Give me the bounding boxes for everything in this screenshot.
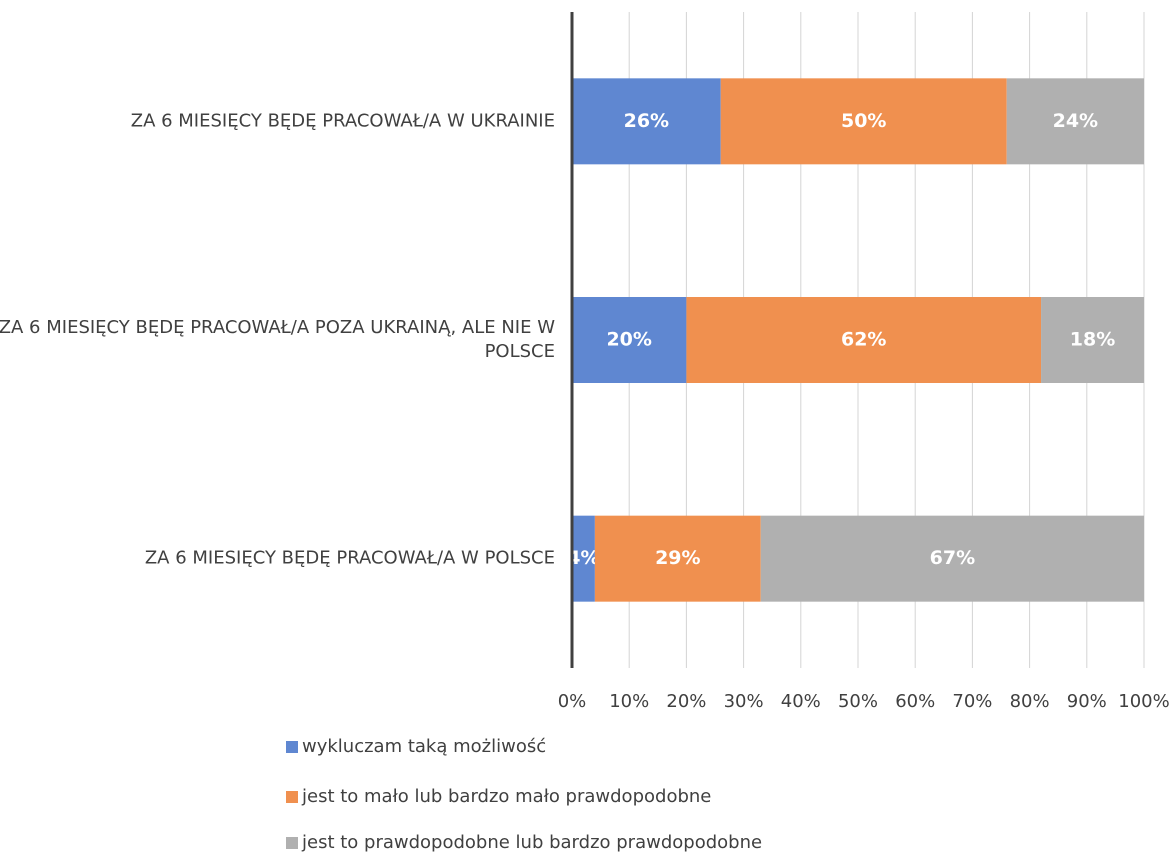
y-tick-label: ZA 6 MIESIĘCY BĘDĘ PRACOWAŁ/A W POLSCE <box>145 548 555 569</box>
data-label: 4% <box>567 547 599 569</box>
bar-segment <box>572 297 687 383</box>
x-tick-label: 70% <box>952 691 992 712</box>
bar-segment <box>760 515 1144 602</box>
bar-segment <box>572 78 721 165</box>
data-label: 24% <box>1053 110 1098 132</box>
data-label: 29% <box>655 547 700 569</box>
data-label: 26% <box>624 110 669 132</box>
data-label: 20% <box>606 329 651 351</box>
legend-swatch <box>286 837 298 849</box>
y-tick-label: ZA 6 MIESIĘCY BĘDĘ PRACOWAŁ/A W UKRAINIE <box>131 110 555 131</box>
legend-swatch <box>286 791 298 803</box>
x-tick-label: 50% <box>838 691 878 712</box>
x-tick-label: 90% <box>1067 691 1107 712</box>
bar-segment <box>686 297 1042 383</box>
y-tick-label: ZA 6 MIESIĘCY BĘDĘ PRACOWAŁ/A POZA UKRAI… <box>0 317 555 362</box>
x-tick-label: 0% <box>558 691 587 712</box>
data-label: 50% <box>841 110 886 132</box>
legend-label: jest to prawdopodobne lub bardzo prawdop… <box>301 832 762 853</box>
x-tick-label: 40% <box>781 691 821 712</box>
bar-segment <box>594 515 761 602</box>
bar-segment <box>1041 297 1144 383</box>
data-label: 62% <box>841 329 886 351</box>
x-tick-label: 30% <box>724 691 764 712</box>
legend-label: jest to mało lub bardzo mało prawdopodob… <box>301 786 711 807</box>
x-tick-label: 100% <box>1118 691 1169 712</box>
bar-segment <box>1006 78 1144 165</box>
data-label: 67% <box>930 547 975 569</box>
x-tick-label: 20% <box>666 691 706 712</box>
bar-segment <box>720 78 1007 165</box>
x-tick-label: 10% <box>609 691 649 712</box>
bar-segment <box>572 515 595 602</box>
legend-label: wykluczam taką możliwość <box>302 736 546 757</box>
x-tick-label: 60% <box>895 691 935 712</box>
data-label: 18% <box>1070 329 1115 351</box>
x-tick-label: 80% <box>1010 691 1050 712</box>
legend-swatch <box>286 741 298 753</box>
